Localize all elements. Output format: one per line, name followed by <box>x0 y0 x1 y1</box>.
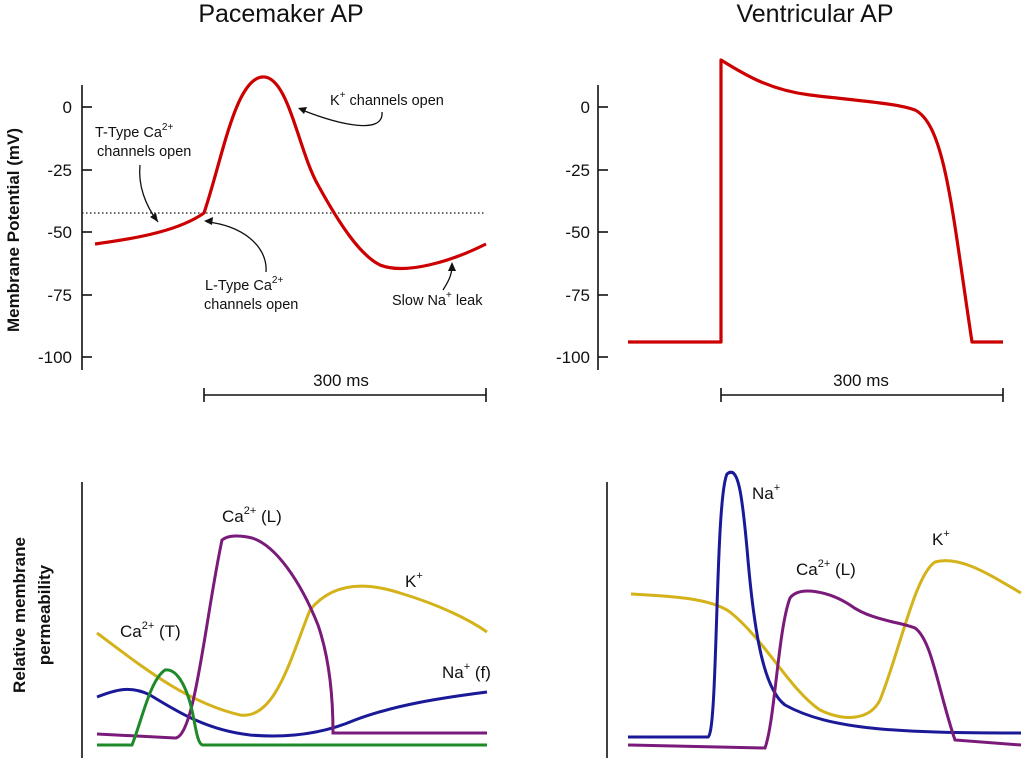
k-text: K <box>330 93 340 109</box>
ca-l-label: Ca2+ (L) <box>222 505 282 526</box>
v-k-label: K+ <box>932 528 950 549</box>
na-f-label: Na+ (f) <box>442 661 491 682</box>
superscript: + <box>446 290 452 301</box>
v-ca-l-label: Ca2+ (L) <box>796 558 856 579</box>
ventricular-na-curve <box>628 470 1022 739</box>
ventricular-scale-bar: 300 ms <box>720 371 1004 402</box>
svg-text:K+ channels open: K+ channels open <box>330 90 444 109</box>
arrow-line <box>301 109 383 127</box>
tick-label: -100 <box>38 348 72 367</box>
svg-text:L-Type Ca2+: L-Type Ca2+ <box>205 275 283 294</box>
tick-label: -25 <box>47 161 72 180</box>
y-axis-label-bottom-line1: Relative membrane <box>10 537 29 693</box>
k-channels-annotation: K+ channels open <box>298 90 444 127</box>
l-type-annotation: L-Type Ca2+ channels open <box>204 217 298 313</box>
y-axis-label-top: Membrane Potential (mV) <box>4 128 23 332</box>
ventricular-y-axis: 0 -25 -50 -75 -100 <box>556 85 608 370</box>
na-leak-text: Slow Na <box>392 293 447 309</box>
ca-t-label: Ca2+ (T) <box>120 620 181 641</box>
pacemaker-title: Pacemaker AP <box>198 0 363 28</box>
superscript: 2+ <box>272 275 284 286</box>
k-label: K+ <box>405 570 423 591</box>
svg-text:Slow Na+ leak: Slow Na+ leak <box>392 290 483 309</box>
l-type-text-line2: channels open <box>204 297 298 313</box>
tick-label: -100 <box>556 348 590 367</box>
arrow-head <box>150 213 158 222</box>
na-leak-text-post: leak <box>452 293 483 309</box>
pacemaker-k-curve <box>96 584 488 717</box>
pacemaker-ap-trace <box>94 75 487 271</box>
scale-bar-label: 300 ms <box>313 371 369 390</box>
ventricular-ap-trace <box>628 58 1003 344</box>
t-type-text: T-Type Ca <box>95 125 163 141</box>
v-na-label: Na+ <box>752 482 780 503</box>
y-axis-label-bottom-line2: permeability <box>35 564 54 665</box>
pacemaker-y-axis: 0 -25 -50 -75 -100 <box>38 85 92 370</box>
tick-label: -25 <box>565 161 590 180</box>
t-type-annotation: T-Type Ca2+ channels open <box>95 122 191 223</box>
arrow-line <box>206 221 267 273</box>
ventricular-ca-l-curve <box>627 589 1022 750</box>
ventricular-k-curve <box>630 559 1022 719</box>
tick-label: 0 <box>63 98 72 117</box>
arrow-head <box>204 217 213 225</box>
pacemaker-scale-bar: 300 ms <box>203 371 487 402</box>
k-text-post: channels open <box>346 93 444 109</box>
superscript: + <box>340 90 346 101</box>
ventricular-title: Ventricular AP <box>736 0 893 28</box>
pacemaker-na-f-curve <box>96 687 488 738</box>
tick-label: -75 <box>47 286 72 305</box>
tick-label: -50 <box>565 223 590 242</box>
arrow-head <box>448 262 456 271</box>
na-leak-annotation: Slow Na+ leak <box>392 262 483 309</box>
svg-text:T-Type Ca2+: T-Type Ca2+ <box>95 122 173 141</box>
tick-label: 0 <box>581 98 590 117</box>
superscript: 2+ <box>162 122 174 133</box>
pacemaker-ca-l-curve <box>96 534 487 740</box>
tick-label: -75 <box>565 286 590 305</box>
pacemaker-ca-t-curve <box>97 668 487 747</box>
scale-bar-label: 300 ms <box>833 371 889 390</box>
l-type-text: L-Type Ca <box>205 278 273 294</box>
arrow-head <box>298 107 307 114</box>
tick-label: -50 <box>47 223 72 242</box>
t-type-text-line2: channels open <box>97 144 191 160</box>
